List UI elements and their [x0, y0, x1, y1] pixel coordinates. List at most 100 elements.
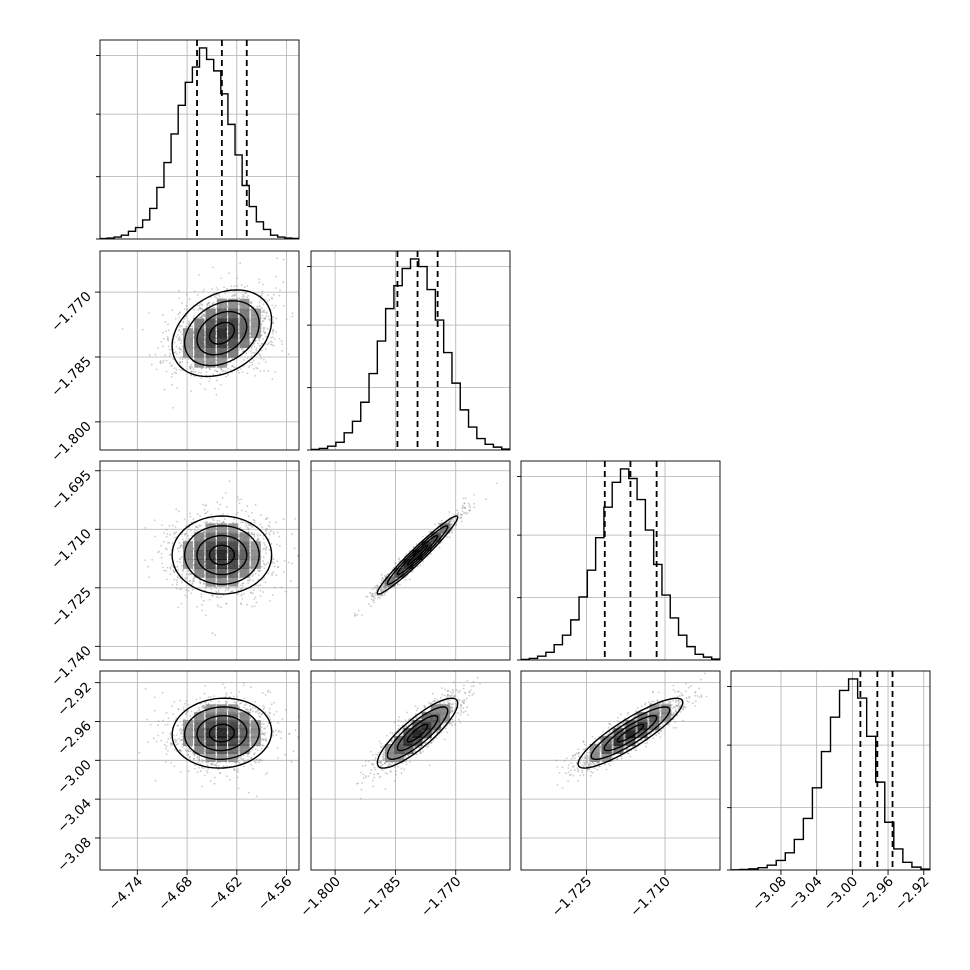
sample-point	[361, 614, 363, 616]
sample-point	[242, 758, 245, 761]
sample-point	[250, 525, 253, 527]
sample-point	[457, 511, 460, 514]
sample-point	[234, 293, 237, 296]
sample-point	[263, 358, 265, 361]
sample-point	[175, 531, 178, 534]
sample-point	[170, 742, 173, 745]
density-cell	[385, 576, 396, 587]
sample-point	[278, 535, 281, 538]
sample-point	[169, 554, 172, 556]
sample-point	[165, 569, 168, 572]
sample-point	[173, 570, 175, 573]
histogram-panel-2	[517, 460, 721, 661]
sample-point	[251, 345, 254, 347]
sample-point	[263, 369, 265, 372]
sample-point	[380, 573, 383, 576]
sample-point	[171, 383, 173, 386]
sample-point	[473, 506, 476, 509]
sample-point	[226, 347, 229, 350]
sample-point	[416, 565, 419, 568]
sample-point	[238, 756, 240, 759]
panel-frame	[310, 460, 511, 661]
sample-point	[192, 579, 195, 582]
sample-point	[186, 361, 189, 364]
sample-point	[383, 584, 385, 586]
sample-point	[263, 311, 266, 314]
sample-point	[276, 543, 279, 546]
sample-point	[178, 510, 180, 513]
sample-point	[222, 594, 225, 597]
density-cell	[205, 308, 216, 319]
sample-point	[261, 292, 264, 295]
sample-point	[215, 553, 218, 555]
sample-point	[190, 573, 193, 575]
sample-point	[178, 348, 181, 351]
sample-point	[184, 594, 187, 597]
sample-point	[154, 535, 157, 538]
sample-point	[271, 304, 274, 307]
sample-point	[180, 342, 182, 345]
sample-point	[255, 601, 258, 604]
density-cell	[194, 550, 205, 560]
sample-point	[199, 697, 202, 699]
sample-point	[265, 315, 268, 317]
sample-point	[448, 521, 451, 524]
density-cell	[239, 328, 250, 339]
sample-point	[187, 323, 190, 326]
sample-point	[251, 525, 254, 528]
sample-point	[461, 510, 464, 513]
sample-point	[188, 298, 191, 301]
sample-point	[226, 719, 229, 722]
sample-point	[189, 512, 191, 515]
sample-point	[198, 524, 201, 527]
sample-point	[291, 562, 293, 565]
sample-point	[166, 533, 169, 535]
sample-point	[251, 351, 254, 354]
sample-point	[241, 582, 244, 585]
panel-frame	[99, 250, 300, 451]
sample-point	[217, 591, 220, 594]
sample-point	[461, 504, 464, 507]
sample-point	[381, 579, 383, 582]
sample-point	[262, 303, 265, 305]
sample-point	[196, 530, 199, 532]
sample-point	[215, 316, 218, 319]
sample-point	[203, 313, 205, 316]
sample-point	[371, 593, 374, 595]
sample-point	[226, 367, 229, 370]
sample-point	[189, 367, 192, 370]
sample-point	[267, 294, 269, 296]
sample-point	[162, 719, 164, 722]
sample-point	[173, 367, 176, 370]
sample-point	[366, 596, 369, 598]
sample-point	[399, 583, 401, 586]
sample-point	[204, 347, 206, 349]
density-cell	[183, 558, 193, 569]
sample-point	[279, 545, 281, 547]
sample-point	[179, 369, 182, 371]
sample-point	[277, 722, 280, 724]
sample-point	[216, 604, 219, 606]
sample-point	[254, 374, 256, 377]
density-cell	[228, 347, 239, 358]
sample-point	[265, 552, 267, 555]
sample-point	[239, 584, 242, 587]
sample-point	[353, 615, 356, 617]
sample-point	[269, 600, 272, 602]
sample-point	[236, 284, 239, 287]
contour-line	[396, 534, 439, 576]
sample-point	[188, 756, 191, 759]
sample-point	[377, 594, 380, 597]
sample-point	[196, 605, 198, 608]
sample-point	[178, 316, 181, 319]
sample-point	[275, 317, 278, 320]
sample-point	[243, 706, 246, 709]
sample-point	[175, 345, 178, 348]
sample-point	[422, 560, 425, 563]
sample-point	[267, 722, 270, 725]
sample-point	[372, 595, 375, 598]
density-cell	[205, 558, 216, 569]
sample-point	[199, 316, 201, 319]
sample-point	[238, 371, 241, 374]
sample-point	[222, 521, 225, 523]
